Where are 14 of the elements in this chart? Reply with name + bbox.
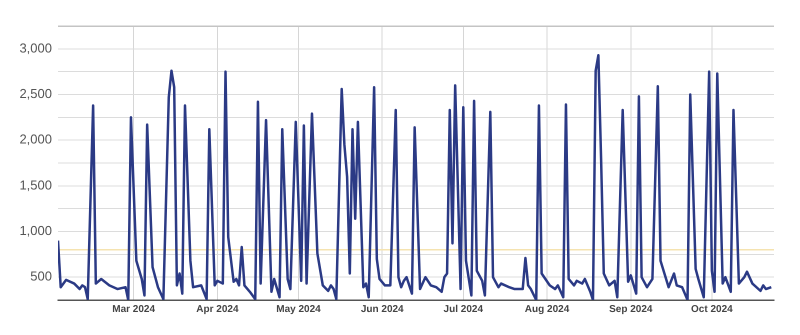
x-tick-label: Oct 2024	[691, 304, 734, 315]
x-tick-label: Aug 2024	[524, 304, 570, 315]
y-tick-label: 3,000	[19, 40, 52, 56]
x-tick-label: Sep 2024	[609, 304, 653, 315]
x-tick-label: Jun 2024	[360, 304, 404, 315]
x-tick-label: Apr 2024	[196, 304, 239, 315]
x-tick-label: Jul 2024	[444, 304, 484, 315]
x-tick-label: Mar 2024	[112, 304, 156, 315]
x-tick-label: May 2024	[276, 304, 322, 315]
y-tick-label: 1,500	[19, 177, 52, 192]
y-tick-label: 500	[30, 268, 52, 284]
y-tick-label: 2,500	[19, 86, 52, 102]
y-tick-label: 1,000	[19, 223, 52, 238]
y-tick-label: 2,000	[19, 132, 52, 147]
